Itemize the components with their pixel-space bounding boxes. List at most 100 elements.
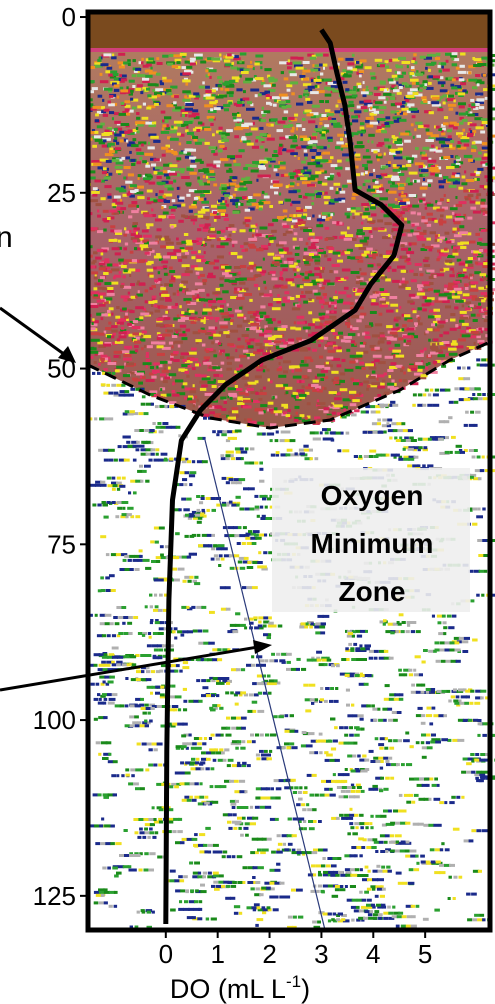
echo-cell: [230, 322, 232, 325]
echo-cell: [123, 354, 131, 357]
echo-cell: [268, 77, 274, 80]
echo-cell: [428, 82, 432, 85]
echo-cell: [100, 73, 103, 76]
echo-cell: [239, 478, 246, 481]
echo-cell: [118, 616, 123, 619]
echo-cell: [213, 881, 218, 884]
echo-cell: [278, 152, 282, 155]
echo-cell: [472, 57, 475, 60]
echo-cell: [182, 66, 186, 69]
echo-cell: [294, 273, 296, 276]
echo-cell: [352, 399, 360, 402]
echo-cell: [420, 273, 424, 276]
echo-cell: [263, 551, 267, 554]
echo-cell: [375, 59, 383, 62]
echo-cell: [460, 53, 465, 56]
echo-cell: [458, 338, 466, 341]
echo-cell: [157, 62, 163, 65]
echo-cell: [386, 866, 390, 869]
echo-cell: [423, 100, 427, 103]
echo-cell: [392, 75, 398, 78]
echo-cell: [467, 114, 475, 117]
echo-cell: [173, 568, 178, 571]
echo-cell: [359, 74, 362, 77]
echo-cell: [429, 282, 433, 285]
echo-cell: [442, 615, 446, 618]
echo-cell: [271, 277, 277, 280]
echo-cell: [135, 515, 140, 518]
echo-cell: [364, 100, 372, 103]
echo-cell: [190, 215, 198, 218]
echo-cell: [145, 75, 152, 78]
echo-cell: [377, 708, 380, 711]
echo-cell: [155, 167, 163, 170]
echo-cell: [418, 307, 422, 310]
echo-cell: [237, 398, 242, 401]
echo-cell: [239, 534, 245, 537]
echo-cell: [112, 159, 120, 162]
echo-cell: [401, 248, 408, 251]
echo-cell: [95, 179, 102, 182]
echo-cell: [164, 405, 167, 408]
echo-cell: [323, 410, 328, 413]
echo-cell: [202, 279, 207, 282]
echo-cell: [161, 206, 163, 209]
echo-cell: [289, 265, 296, 268]
echo-cell: [407, 319, 413, 322]
echo-cell: [481, 229, 486, 232]
echo-cell: [224, 108, 229, 111]
echo-cell: [229, 224, 235, 227]
echo-cell: [239, 780, 245, 783]
echo-cell: [396, 82, 398, 85]
echo-cell: [359, 268, 361, 271]
echo-cell: [185, 247, 193, 250]
echo-cell: [328, 82, 333, 85]
echo-cell: [338, 291, 346, 294]
echo-cell: [367, 385, 371, 388]
echo-cell: [359, 392, 361, 395]
echo-cell: [146, 201, 151, 204]
echo-cell: [211, 306, 217, 309]
echo-cell: [149, 72, 157, 75]
echo-cell: [115, 515, 119, 518]
echo-cell: [437, 321, 445, 324]
echo-cell: [297, 260, 301, 263]
echo-cell: [471, 149, 476, 152]
echo-cell: [137, 205, 140, 208]
echo-cell: [260, 806, 266, 809]
echo-cell: [273, 184, 281, 187]
echo-cell: [443, 156, 450, 159]
echo-cell: [117, 96, 119, 99]
echo-cell: [299, 380, 301, 383]
echo-cell: [124, 166, 131, 169]
echo-cell: [178, 259, 182, 262]
echo-cell: [460, 82, 466, 85]
echo-cell: [396, 151, 401, 154]
echo-cell: [290, 73, 297, 76]
echo-cell: [351, 197, 355, 200]
echo-cell: [345, 167, 350, 170]
echo-cell: [433, 75, 440, 78]
echo-cell: [329, 700, 334, 703]
echo-cell: [241, 138, 246, 141]
echo-cell: [110, 225, 115, 228]
echo-cell: [206, 176, 208, 179]
echo-cell: [182, 99, 190, 102]
echo-cell: [162, 370, 169, 373]
echo-cell: [431, 134, 439, 137]
echo-cell: [351, 210, 356, 213]
echo-cell: [145, 567, 151, 570]
echo-cell: [139, 283, 146, 286]
echo-cell: [343, 74, 352, 77]
echo-cell: [400, 133, 409, 136]
echo-cell: [452, 212, 455, 215]
echo-cell: [317, 388, 320, 391]
echo-cell: [459, 78, 465, 81]
echo-cell: [146, 223, 154, 226]
echo-cell: [181, 241, 186, 244]
echo-cell: [271, 454, 276, 457]
echo-cell: [335, 291, 337, 294]
echo-cell: [230, 183, 237, 186]
echo-cell: [142, 160, 147, 163]
echo-cell: [410, 72, 414, 75]
